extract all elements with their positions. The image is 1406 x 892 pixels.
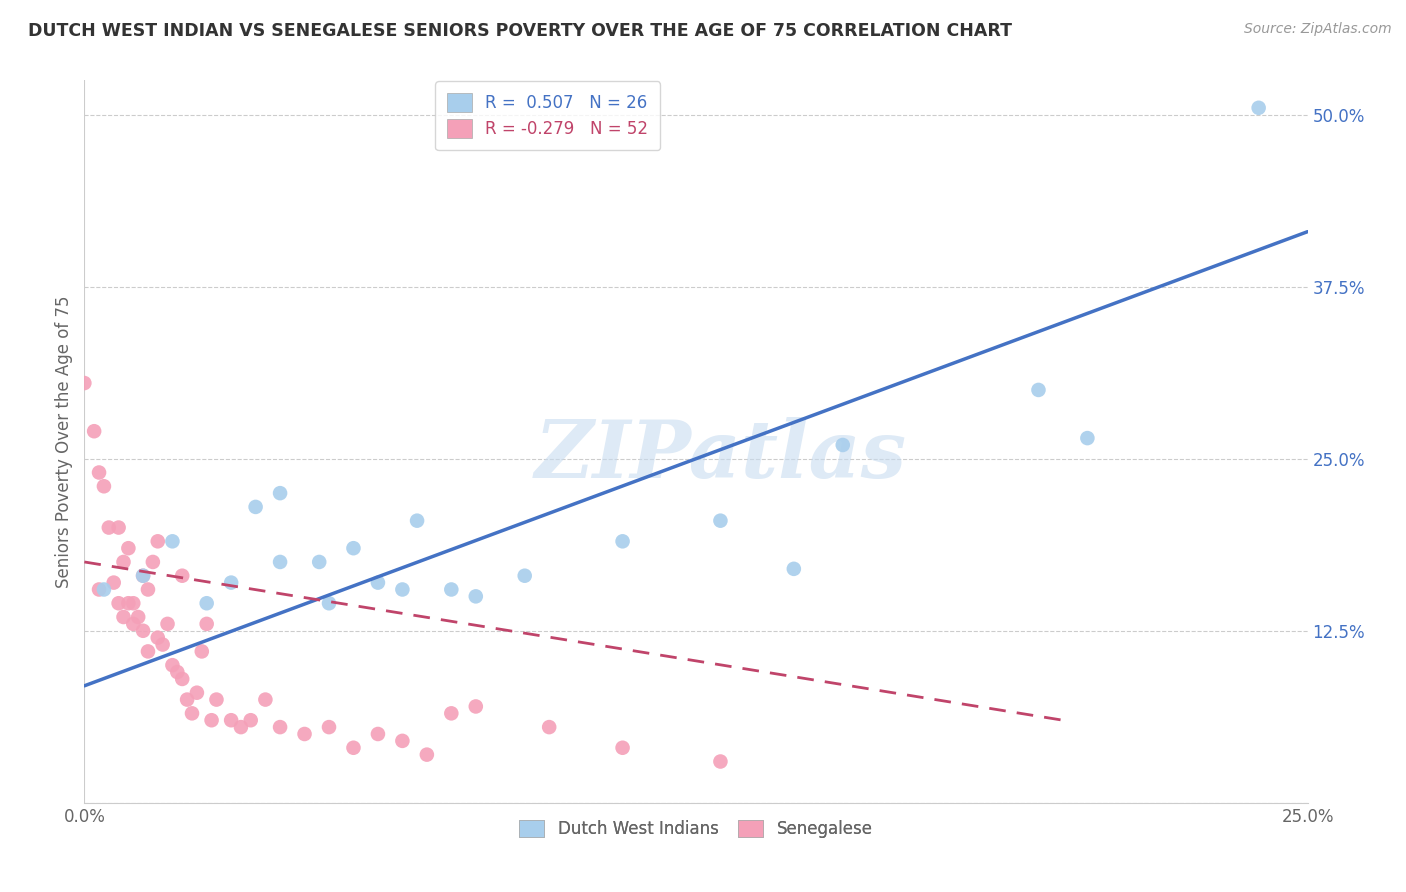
Point <box>136 644 159 658</box>
Point <box>107 596 129 610</box>
Point <box>97 520 120 534</box>
Point <box>342 740 364 755</box>
Point <box>205 692 228 706</box>
Point <box>416 747 439 762</box>
Point <box>87 582 110 597</box>
Point <box>1028 383 1050 397</box>
Point <box>87 466 110 480</box>
Point <box>142 555 165 569</box>
Point <box>367 575 389 590</box>
Point <box>318 720 340 734</box>
Point <box>440 706 463 721</box>
Point <box>122 616 145 631</box>
Point <box>132 568 155 582</box>
Point <box>294 727 316 741</box>
Point <box>406 514 429 528</box>
Point <box>127 610 149 624</box>
Point <box>136 582 159 597</box>
Point <box>117 541 139 556</box>
Point <box>269 555 291 569</box>
Point <box>308 555 330 569</box>
Point <box>176 692 198 706</box>
Point <box>186 686 208 700</box>
Point <box>162 658 184 673</box>
Point <box>132 568 155 582</box>
Point <box>107 520 129 534</box>
Point <box>191 644 214 658</box>
Point <box>229 720 252 734</box>
Point <box>318 596 340 610</box>
Point <box>146 631 169 645</box>
Point <box>513 568 536 582</box>
Point <box>367 727 389 741</box>
Text: Source: ZipAtlas.com: Source: ZipAtlas.com <box>1244 22 1392 37</box>
Point <box>103 575 125 590</box>
Point <box>342 541 364 556</box>
Legend: Dutch West Indians, Senegalese: Dutch West Indians, Senegalese <box>513 814 879 845</box>
Point <box>254 692 277 706</box>
Point <box>146 534 169 549</box>
Point <box>245 500 267 514</box>
Point <box>1076 431 1098 445</box>
Point <box>239 713 262 727</box>
Point <box>612 534 634 549</box>
Point <box>93 582 115 597</box>
Point <box>152 638 174 652</box>
Point <box>172 672 194 686</box>
Point <box>195 596 218 610</box>
Point <box>440 582 463 597</box>
Text: ZIPatlas: ZIPatlas <box>534 417 907 495</box>
Point <box>112 555 135 569</box>
Point <box>269 720 291 734</box>
Point <box>709 755 731 769</box>
Y-axis label: Seniors Poverty Over the Age of 75: Seniors Poverty Over the Age of 75 <box>55 295 73 588</box>
Point <box>93 479 115 493</box>
Point <box>464 590 486 604</box>
Point <box>156 616 179 631</box>
Point <box>612 740 634 755</box>
Point <box>783 562 806 576</box>
Point <box>117 596 139 610</box>
Point <box>112 610 135 624</box>
Text: DUTCH WEST INDIAN VS SENEGALESE SENIORS POVERTY OVER THE AGE OF 75 CORRELATION C: DUTCH WEST INDIAN VS SENEGALESE SENIORS … <box>28 22 1012 40</box>
Point <box>538 720 561 734</box>
Point <box>1247 101 1270 115</box>
Point <box>219 713 242 727</box>
Point <box>831 438 853 452</box>
Point <box>83 424 105 438</box>
Point <box>181 706 204 721</box>
Point <box>269 486 291 500</box>
Point <box>709 514 731 528</box>
Point <box>464 699 486 714</box>
Point <box>219 575 242 590</box>
Point <box>122 596 145 610</box>
Point <box>132 624 155 638</box>
Point <box>200 713 222 727</box>
Point <box>172 568 194 582</box>
Point <box>391 582 413 597</box>
Point <box>391 734 413 748</box>
Point <box>195 616 218 631</box>
Point <box>162 534 184 549</box>
Point <box>73 376 96 390</box>
Point <box>166 665 188 679</box>
